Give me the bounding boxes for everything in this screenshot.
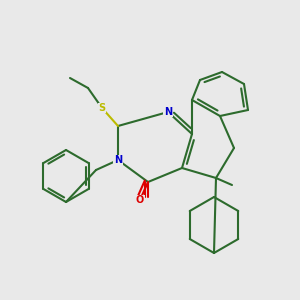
Text: N: N (114, 155, 122, 165)
Text: O: O (136, 195, 144, 205)
Text: N: N (164, 107, 172, 117)
Text: S: S (98, 103, 106, 113)
